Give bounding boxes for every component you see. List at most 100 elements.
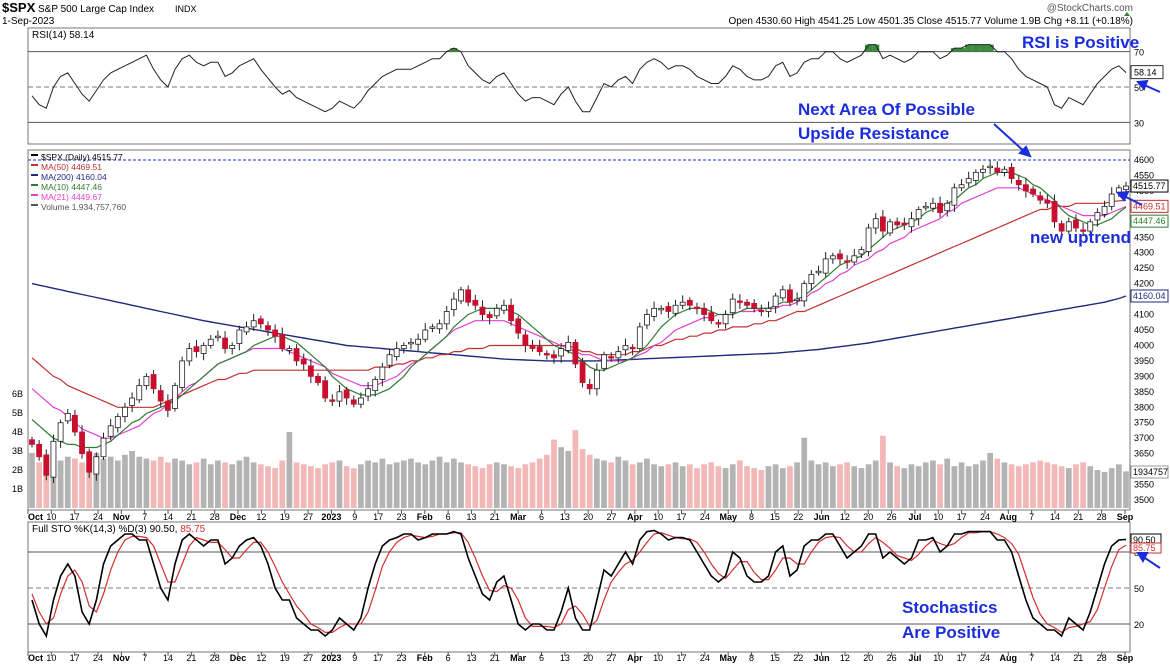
x-tick-label-bottom: 2023 [321, 653, 341, 663]
volume-bar [908, 464, 915, 508]
candle-body [350, 399, 357, 405]
volume-bar [858, 468, 865, 508]
x-tick-label-bottom: 14 [1050, 653, 1060, 663]
volume-bar [336, 460, 343, 508]
candle-body [458, 289, 464, 302]
volume-bar [186, 464, 193, 508]
volume-bar [150, 460, 157, 508]
volume-bar [179, 460, 186, 508]
sto-annotation-line1: Stochastics [902, 598, 997, 617]
candle-body [837, 253, 843, 260]
candle-body [100, 437, 107, 458]
volume-bar [129, 451, 135, 508]
candle-body [551, 354, 557, 359]
sto-k-value: 90.50 [1133, 535, 1156, 545]
volume-value-tag [1130, 465, 1169, 479]
candle-body [114, 416, 121, 429]
exchange-label: INDX [175, 4, 197, 14]
candle-body [43, 454, 50, 476]
volume-tick-label: 6B [12, 389, 23, 399]
sto-label-values: Full STO %K(14,3) %D(3) 90.50, [32, 524, 177, 535]
x-tick-label-top: 22 [793, 512, 803, 522]
candle-body [858, 249, 865, 255]
x-tick-label-top: 27 [303, 512, 313, 522]
candle-body [1037, 195, 1044, 201]
candle-body [522, 334, 529, 346]
volume-tick-label: 1B [12, 484, 23, 494]
rsi-arrowhead-icon [1136, 79, 1149, 91]
uptrend-annotation: new uptrend [1030, 228, 1131, 247]
volume-bar [451, 458, 457, 508]
volume-bar [636, 462, 643, 508]
candle-body [222, 337, 228, 349]
candle-body [501, 304, 507, 311]
sto-tick-label: 50 [1134, 584, 1144, 594]
candle-body [930, 202, 936, 209]
volume-bar [1087, 466, 1094, 508]
candle-body [1044, 199, 1051, 204]
x-tick-label-top: 12 [840, 512, 850, 522]
volume-bar [1123, 471, 1129, 508]
rsi-series-line [31, 44, 1127, 113]
x-tick-label-top: 15 [770, 512, 780, 522]
candle-body [450, 298, 457, 311]
ma200-line [31, 282, 1127, 362]
candle-body [1108, 193, 1115, 207]
candle-body [965, 178, 972, 184]
candle-body [829, 255, 836, 260]
candle-body [71, 414, 78, 433]
candle-body [1058, 223, 1065, 232]
x-tick-label-bottom: 9 [352, 653, 357, 663]
candle-body [293, 348, 300, 362]
x-tick-label-bottom: 7 [1029, 653, 1034, 663]
x-tick-label-top: Dec [230, 512, 247, 522]
candle-body [894, 221, 901, 226]
x-tick-label-bottom: 24 [980, 653, 990, 663]
candle-body [815, 270, 822, 274]
candle-body [236, 329, 243, 345]
candle-body [958, 184, 965, 189]
candle-body [565, 341, 572, 351]
volume-bar [207, 464, 214, 508]
candle-body [300, 358, 307, 365]
volume-bar [286, 432, 293, 508]
volume-bar [515, 468, 522, 508]
price-panel [27, 149, 1131, 511]
volume-bar [558, 447, 564, 508]
candle-body [729, 298, 736, 314]
volume-bar [679, 466, 686, 508]
sto-annotation-line2: Are Positive [902, 623, 1000, 642]
x-tick-label-bottom: 27 [303, 653, 313, 663]
volume-bar [1044, 462, 1051, 508]
candle-body [1030, 188, 1036, 195]
ma50-line [31, 199, 1127, 408]
candle-body [951, 187, 958, 206]
x-tick-label-bottom: Aug [1000, 653, 1018, 663]
volume-bar [737, 460, 743, 508]
volume-bar [43, 458, 50, 508]
volume-bar [229, 464, 236, 508]
volume-bar [172, 458, 178, 508]
candle-body [172, 385, 178, 409]
volume-bar [937, 464, 943, 508]
price-tick-label: 3700 [1134, 433, 1154, 443]
volume-bar [787, 466, 793, 508]
x-tick-label-bottom: 24 [700, 653, 710, 663]
candle-body [1094, 212, 1101, 221]
x-tick-label-bottom: 12 [840, 653, 850, 663]
sto-label-d-value: 85.75 [180, 524, 205, 535]
sto-tick-label: 20 [1134, 620, 1144, 630]
volume-bar [915, 466, 922, 508]
candle-body [808, 273, 815, 285]
price-value-tag [1130, 289, 1169, 303]
candle-body [865, 227, 872, 252]
price-tick-label: 3750 [1134, 418, 1154, 428]
volume-bar [29, 452, 35, 508]
x-tick-label-top: 17 [373, 512, 383, 522]
volume-bar [572, 430, 579, 508]
price-value-label: 4515.77 [1133, 181, 1166, 191]
up-arrow-icon [1124, 12, 1130, 16]
x-tick-label-top: 10 [933, 512, 943, 522]
